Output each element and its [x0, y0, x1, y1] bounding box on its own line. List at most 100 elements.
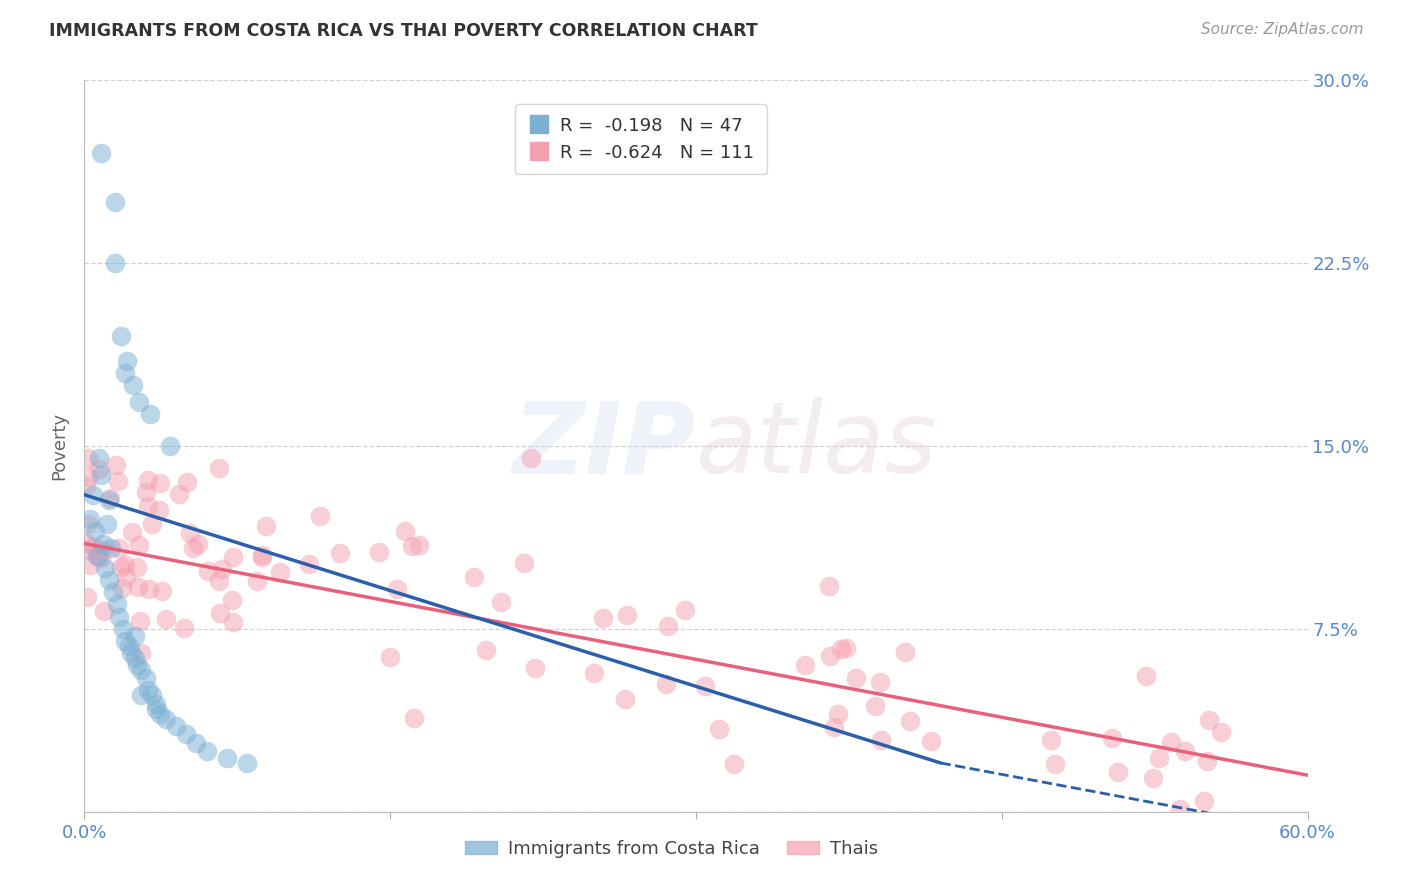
- Point: [75, 479, 97, 493]
- Point: [1147, 751, 1170, 765]
- Point: [236, 756, 259, 770]
- Point: [655, 677, 678, 691]
- Point: [1192, 794, 1215, 808]
- Point: [93, 604, 115, 618]
- Point: [83, 524, 105, 539]
- Point: [823, 720, 845, 734]
- Point: [402, 711, 425, 725]
- Point: [869, 674, 891, 689]
- Point: [75, 536, 97, 550]
- Point: [149, 475, 172, 490]
- Point: [125, 559, 148, 574]
- Point: [489, 595, 512, 609]
- Point: [114, 634, 136, 648]
- Point: [1198, 714, 1220, 728]
- Point: [208, 461, 231, 475]
- Point: [90, 468, 112, 483]
- Point: [693, 679, 716, 693]
- Y-axis label: Poverty: Poverty: [51, 412, 69, 480]
- Point: [100, 541, 122, 556]
- Point: [520, 451, 543, 466]
- Point: [250, 550, 273, 565]
- Point: [818, 578, 841, 592]
- Point: [138, 407, 160, 421]
- Point: [115, 570, 138, 584]
- Point: [149, 707, 172, 722]
- Point: [150, 583, 173, 598]
- Text: IMMIGRANTS FROM COSTA RICA VS THAI POVERTY CORRELATION CHART: IMMIGRANTS FROM COSTA RICA VS THAI POVER…: [49, 22, 758, 40]
- Point: [136, 499, 159, 513]
- Point: [707, 723, 730, 737]
- Point: [141, 688, 163, 702]
- Point: [827, 706, 849, 721]
- Text: atlas: atlas: [696, 398, 938, 494]
- Text: ZIP: ZIP: [513, 398, 696, 494]
- Point: [394, 524, 416, 539]
- Point: [211, 562, 233, 576]
- Point: [127, 658, 149, 673]
- Point: [114, 366, 136, 380]
- Point: [308, 508, 330, 523]
- Point: [98, 491, 121, 506]
- Point: [121, 524, 143, 539]
- Point: [108, 541, 131, 555]
- Point: [145, 702, 167, 716]
- Point: [145, 698, 167, 712]
- Point: [380, 649, 402, 664]
- Point: [77, 451, 100, 466]
- Point: [613, 691, 636, 706]
- Point: [90, 146, 112, 161]
- Point: [138, 582, 160, 597]
- Point: [93, 561, 115, 575]
- Point: [463, 570, 485, 584]
- Point: [148, 502, 170, 516]
- Point: [250, 548, 273, 562]
- Point: [1107, 765, 1129, 780]
- Point: [181, 541, 204, 556]
- Point: [254, 519, 277, 533]
- Point: [82, 488, 104, 502]
- Point: [86, 542, 108, 557]
- Point: [129, 646, 152, 660]
- Point: [894, 645, 917, 659]
- Point: [217, 751, 239, 765]
- Point: [401, 539, 423, 553]
- Point: [1195, 754, 1218, 768]
- Point: [110, 559, 132, 574]
- Point: [111, 581, 134, 595]
- Point: [107, 474, 129, 488]
- Point: [208, 607, 231, 621]
- Point: [1135, 668, 1157, 682]
- Point: [155, 712, 177, 726]
- Point: [79, 558, 101, 573]
- Point: [101, 585, 124, 599]
- Point: [165, 719, 187, 733]
- Point: [124, 651, 146, 665]
- Point: [124, 629, 146, 643]
- Point: [723, 757, 745, 772]
- Point: [523, 661, 546, 675]
- Point: [108, 609, 131, 624]
- Point: [673, 603, 696, 617]
- Point: [329, 546, 352, 560]
- Point: [89, 462, 111, 476]
- Point: [79, 512, 101, 526]
- Point: [141, 517, 163, 532]
- Point: [136, 682, 159, 697]
- Point: [76, 542, 98, 557]
- Point: [97, 573, 120, 587]
- Point: [87, 451, 110, 466]
- Point: [222, 550, 245, 565]
- Point: [174, 727, 197, 741]
- Text: Source: ZipAtlas.com: Source: ZipAtlas.com: [1201, 22, 1364, 37]
- Point: [90, 551, 112, 566]
- Point: [91, 542, 114, 557]
- Point: [89, 549, 111, 564]
- Point: [845, 671, 868, 685]
- Point: [96, 516, 118, 531]
- Point: [114, 558, 136, 572]
- Point: [122, 378, 145, 392]
- Point: [155, 612, 177, 626]
- Point: [127, 580, 149, 594]
- Point: [104, 195, 127, 210]
